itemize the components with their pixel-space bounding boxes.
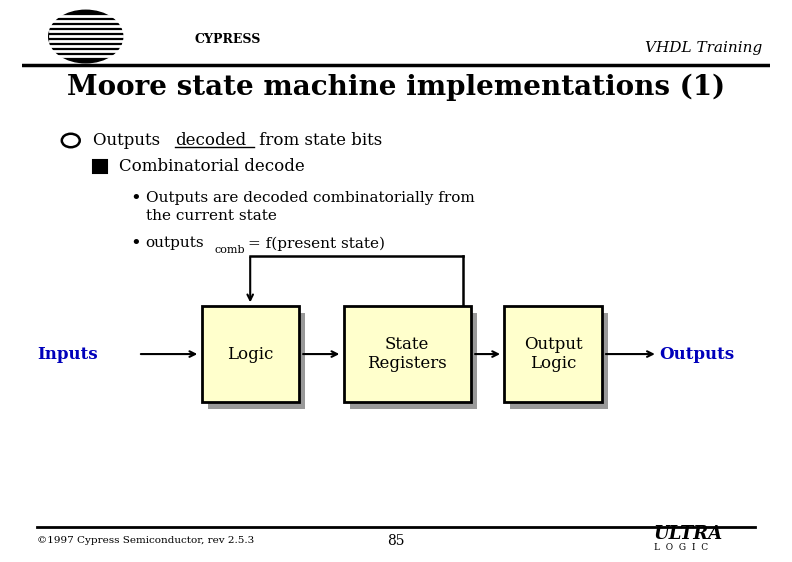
Text: L  O  G  I  C: L O G I C (654, 543, 708, 552)
Text: Inputs: Inputs (37, 346, 97, 362)
FancyBboxPatch shape (344, 306, 470, 402)
Text: State
Registers: State Registers (367, 336, 447, 373)
Text: Moore state machine implementations (1): Moore state machine implementations (1) (67, 74, 725, 101)
Text: 85: 85 (387, 534, 405, 547)
Text: decoded: decoded (176, 132, 246, 149)
Text: CYPRESS: CYPRESS (194, 33, 261, 46)
Text: Logic: Logic (227, 346, 273, 362)
Text: Outputs: Outputs (93, 132, 166, 149)
Text: comb: comb (215, 245, 245, 255)
Text: ©1997 Cypress Semiconductor, rev 2.5.3: ©1997 Cypress Semiconductor, rev 2.5.3 (37, 536, 254, 545)
Text: outputs: outputs (146, 237, 204, 250)
FancyBboxPatch shape (208, 313, 305, 409)
FancyBboxPatch shape (349, 313, 477, 409)
Text: Combinatorial decode: Combinatorial decode (120, 158, 305, 175)
Text: •: • (131, 234, 141, 252)
Text: Output
Logic: Output Logic (524, 336, 582, 373)
FancyBboxPatch shape (510, 313, 607, 409)
Text: VHDL Training: VHDL Training (645, 41, 763, 55)
FancyBboxPatch shape (505, 306, 602, 402)
Text: = f(present state): = f(present state) (248, 236, 385, 251)
Text: from state bits: from state bits (254, 132, 383, 149)
Text: Outputs are decoded combinatorially from: Outputs are decoded combinatorially from (146, 191, 474, 205)
Text: •: • (131, 189, 141, 207)
Text: ULTRA: ULTRA (654, 525, 723, 543)
Circle shape (62, 134, 80, 147)
Bar (93, 160, 107, 173)
Text: the current state: the current state (146, 210, 276, 223)
FancyBboxPatch shape (202, 306, 299, 402)
Text: Outputs: Outputs (659, 346, 734, 362)
Ellipse shape (48, 10, 123, 63)
